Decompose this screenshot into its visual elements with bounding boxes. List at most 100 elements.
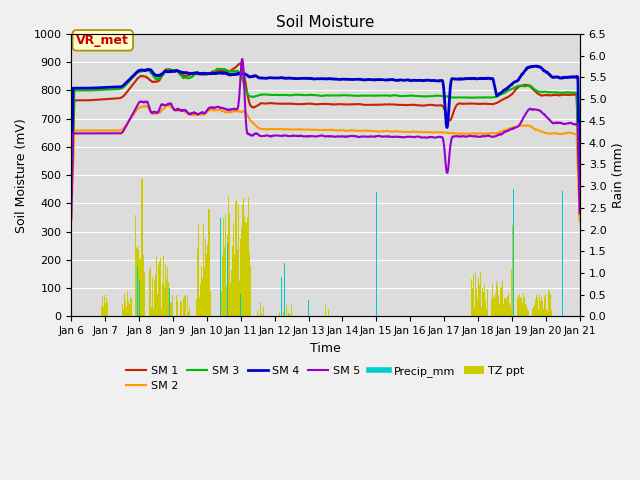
Bar	[527, 303, 529, 316]
Bar	[522, 303, 524, 316]
Bar	[546, 309, 547, 316]
Y-axis label: Soil Moisture (mV): Soil Moisture (mV)	[15, 118, 28, 233]
Bar	[509, 302, 510, 316]
Bar	[240, 239, 241, 316]
Bar	[501, 288, 502, 316]
Bar	[532, 312, 534, 316]
Bar	[165, 264, 166, 316]
Bar	[149, 270, 150, 316]
Bar	[289, 312, 291, 316]
Bar	[536, 294, 537, 316]
Bar	[126, 307, 127, 316]
Bar	[511, 269, 512, 316]
Bar	[484, 285, 485, 316]
Bar	[188, 312, 189, 316]
Bar	[262, 307, 264, 316]
Bar	[513, 189, 514, 316]
Bar	[376, 192, 377, 316]
Bar	[521, 298, 522, 316]
X-axis label: Time: Time	[310, 342, 341, 355]
Bar	[542, 300, 543, 316]
Bar	[104, 295, 105, 316]
Bar	[476, 288, 477, 316]
Bar	[517, 299, 518, 316]
Bar	[284, 263, 285, 316]
Legend: SM 1, SM 2, SM 3, SM 4, SM 5, Precip_mm, TZ ppt: SM 1, SM 2, SM 3, SM 4, SM 5, Precip_mm,…	[122, 361, 529, 396]
Bar	[130, 297, 131, 316]
Bar	[200, 284, 201, 316]
Bar	[471, 279, 472, 316]
Bar	[243, 198, 244, 316]
Bar	[221, 255, 223, 316]
Bar	[229, 214, 230, 316]
Bar	[137, 246, 138, 316]
Bar	[245, 222, 246, 316]
Bar	[196, 299, 197, 316]
Bar	[539, 291, 540, 316]
Bar	[551, 310, 552, 316]
Bar	[205, 239, 206, 316]
Bar	[472, 288, 473, 316]
Bar	[169, 306, 170, 316]
Bar	[197, 248, 198, 316]
Bar	[207, 245, 208, 316]
Bar	[170, 303, 171, 316]
Bar	[161, 308, 162, 316]
Bar	[541, 297, 542, 316]
Bar	[151, 307, 152, 316]
Bar	[140, 258, 141, 316]
Y-axis label: Rain (mm): Rain (mm)	[612, 143, 625, 208]
Bar	[505, 298, 506, 316]
Bar	[216, 207, 218, 316]
Bar	[176, 295, 177, 316]
Bar	[240, 294, 241, 316]
Bar	[281, 277, 282, 316]
Bar	[548, 290, 550, 316]
Bar	[487, 289, 488, 316]
Bar	[238, 204, 239, 316]
Bar	[545, 294, 546, 316]
Bar	[248, 197, 249, 316]
Bar	[220, 217, 221, 316]
Bar	[281, 314, 282, 316]
Bar	[516, 298, 517, 316]
Bar	[101, 307, 102, 316]
Bar	[155, 274, 156, 316]
Bar	[524, 297, 525, 316]
Bar	[219, 301, 220, 316]
Bar	[502, 280, 503, 316]
Bar	[260, 302, 261, 316]
Bar	[224, 247, 225, 316]
Bar	[246, 223, 247, 316]
Bar	[244, 217, 245, 316]
Bar	[212, 268, 213, 316]
Bar	[102, 296, 103, 316]
Bar	[167, 266, 168, 316]
Bar	[103, 307, 104, 316]
Bar	[225, 214, 226, 316]
Bar	[182, 298, 184, 316]
Bar	[526, 305, 527, 316]
Bar	[513, 235, 515, 316]
Bar	[214, 264, 216, 316]
Bar	[479, 285, 480, 316]
Bar	[250, 266, 252, 316]
Bar	[228, 196, 229, 316]
Bar	[495, 294, 496, 316]
Bar	[236, 199, 237, 316]
Bar	[481, 307, 482, 316]
Bar	[124, 294, 125, 316]
Bar	[220, 217, 221, 316]
Bar	[525, 304, 526, 316]
Bar	[138, 249, 139, 316]
Bar	[169, 288, 170, 316]
Bar	[328, 310, 330, 316]
Bar	[180, 302, 181, 316]
Bar	[143, 255, 144, 316]
Bar	[291, 305, 292, 316]
Bar	[483, 292, 484, 316]
Bar	[139, 242, 140, 316]
Bar	[204, 267, 205, 316]
Bar	[308, 300, 309, 316]
Bar	[181, 301, 182, 316]
